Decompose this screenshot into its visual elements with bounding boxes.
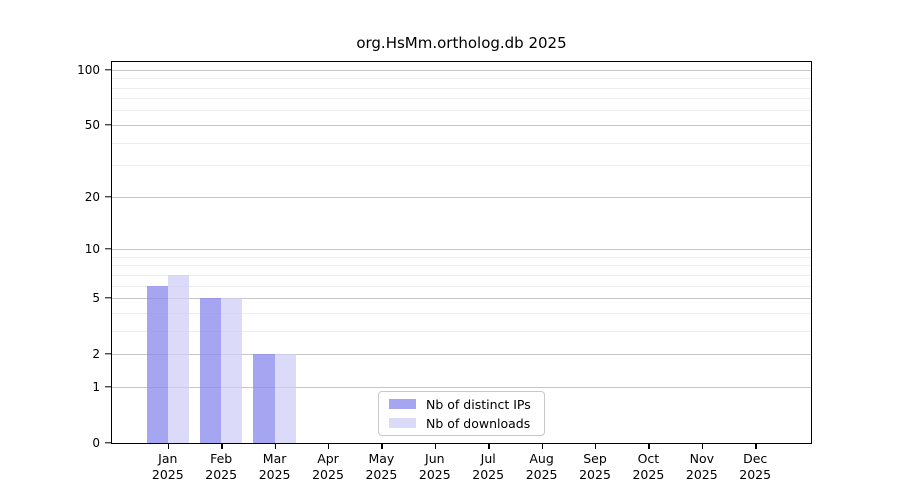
major-gridline	[112, 124, 811, 126]
chart-title: org.HsMm.ortholog.db 2025	[356, 34, 567, 52]
x-tick-label: Jan 2025	[151, 451, 184, 482]
y-tick-mark	[105, 124, 111, 126]
x-tick-mark	[221, 443, 223, 449]
y-tick-label: 1	[92, 379, 100, 394]
major-gridline	[112, 354, 811, 356]
major-gridline	[112, 249, 811, 250]
y-tick-label: 50	[84, 117, 100, 132]
x-tick-mark	[274, 443, 276, 449]
x-tick-mark	[701, 443, 704, 449]
minor-gridline	[112, 312, 811, 314]
x-tick-label: Oct 2025	[632, 451, 665, 482]
y-tick-mark	[105, 68, 111, 71]
bar-distinct-ips	[199, 298, 222, 443]
minor-gridline	[112, 285, 811, 287]
minor-gridline	[112, 330, 811, 332]
plot-area	[111, 61, 812, 444]
downloads-swatch-icon	[389, 418, 416, 428]
x-tick-mark	[755, 443, 757, 449]
x-tick-mark	[167, 443, 170, 449]
minor-gridline	[112, 165, 811, 167]
major-gridline	[112, 196, 811, 198]
legend: Nb of distinct IPs Nb of downloads	[378, 391, 545, 436]
legend-label-downloads: Nb of downloads	[426, 415, 531, 431]
y-tick-label: 10	[84, 242, 100, 256]
x-tick-label: Nov 2025	[685, 451, 718, 482]
x-tick-label: Jul 2025	[472, 451, 505, 482]
x-tick-mark	[488, 443, 490, 449]
legend-item-downloads: Nb of downloads	[389, 415, 534, 431]
minor-gridline	[112, 110, 811, 112]
bar-downloads	[167, 274, 190, 443]
y-tick-label: 100	[77, 62, 100, 77]
y-tick-label: 5	[92, 291, 100, 305]
minor-gridline	[112, 265, 811, 267]
y-tick-mark	[105, 248, 111, 250]
minor-gridline	[112, 87, 811, 89]
minor-gridline	[112, 78, 811, 80]
major-gridline	[112, 298, 811, 299]
minor-gridline	[112, 274, 811, 276]
minor-gridline	[112, 98, 811, 100]
bar-distinct-ips	[146, 285, 168, 443]
major-gridline	[112, 69, 811, 71]
x-tick-label: Dec 2025	[739, 451, 772, 482]
x-tick-label: Apr 2025	[312, 451, 344, 482]
legend-label-distinct-ips: Nb of distinct IPs	[426, 396, 531, 412]
y-tick-mark	[105, 442, 111, 444]
x-tick-mark	[381, 443, 383, 449]
x-tick-label: Mar 2025	[258, 451, 291, 482]
x-tick-label: May 2025	[365, 451, 398, 482]
x-tick-mark	[434, 443, 437, 449]
x-tick-label: Jun 2025	[418, 451, 451, 482]
x-tick-label: Feb 2025	[205, 451, 238, 482]
x-tick-mark	[328, 443, 330, 449]
x-tick-mark	[595, 443, 597, 449]
major-gridline	[112, 386, 811, 388]
bar-downloads	[221, 298, 243, 443]
y-tick-label: 20	[84, 189, 100, 204]
y-tick-mark	[105, 195, 111, 198]
y-tick-mark	[105, 386, 111, 388]
minor-gridline	[112, 256, 811, 258]
distinct-ips-swatch-icon	[389, 399, 416, 409]
legend-item-distinct-ips: Nb of distinct IPs	[389, 396, 534, 412]
x-tick-mark	[541, 443, 543, 449]
bar-distinct-ips	[253, 354, 275, 443]
y-tick-mark	[105, 297, 111, 299]
bar-downloads	[274, 354, 296, 443]
y-tick-label: 0	[92, 436, 100, 450]
minor-gridline	[112, 142, 811, 144]
y-tick-label: 2	[92, 347, 100, 362]
x-tick-label: Sep 2025	[579, 451, 611, 482]
y-tick-mark	[105, 353, 111, 355]
x-tick-mark	[648, 443, 650, 449]
x-tick-label: Aug 2025	[525, 451, 558, 482]
